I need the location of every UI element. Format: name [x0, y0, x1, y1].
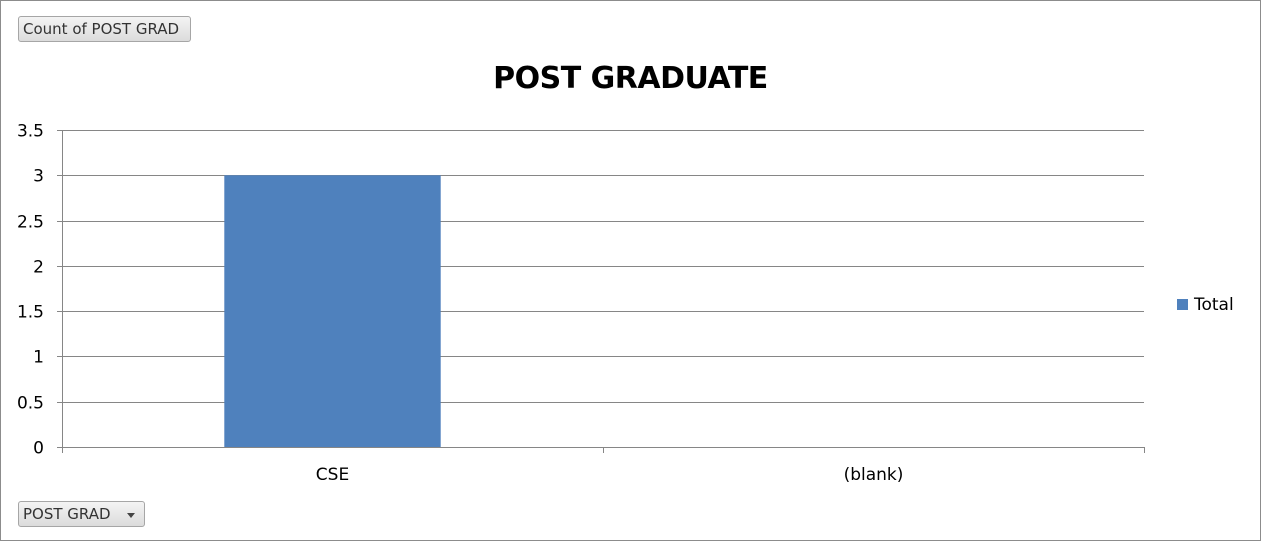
- y-tick-label: 0: [33, 439, 44, 459]
- y-tick-label: 3: [33, 167, 44, 187]
- y-tick-label: 1.5: [17, 303, 44, 323]
- legend-label-total: Total: [1194, 295, 1234, 315]
- x-tick-label: (blank): [844, 465, 904, 485]
- chart-title: POST GRADUATE: [493, 61, 768, 96]
- axis-field-button[interactable]: POST GRAD: [18, 501, 145, 527]
- x-tick-label: CSE: [316, 465, 349, 485]
- chevron-down-icon[interactable]: [127, 513, 135, 518]
- bar: [224, 175, 441, 448]
- legend[interactable]: Total: [1177, 293, 1234, 317]
- y-tick-label: 2.5: [17, 213, 44, 233]
- legend-swatch-total: [1177, 299, 1188, 310]
- y-tick-label: 0.5: [17, 394, 44, 414]
- axis-field-label: POST GRAD: [23, 505, 111, 523]
- y-tick-label: 2: [33, 258, 44, 278]
- value-field-button[interactable]: Count of POST GRAD: [18, 16, 191, 42]
- y-tick-label: 1: [33, 348, 44, 368]
- y-tick-label: 3.5: [17, 122, 44, 142]
